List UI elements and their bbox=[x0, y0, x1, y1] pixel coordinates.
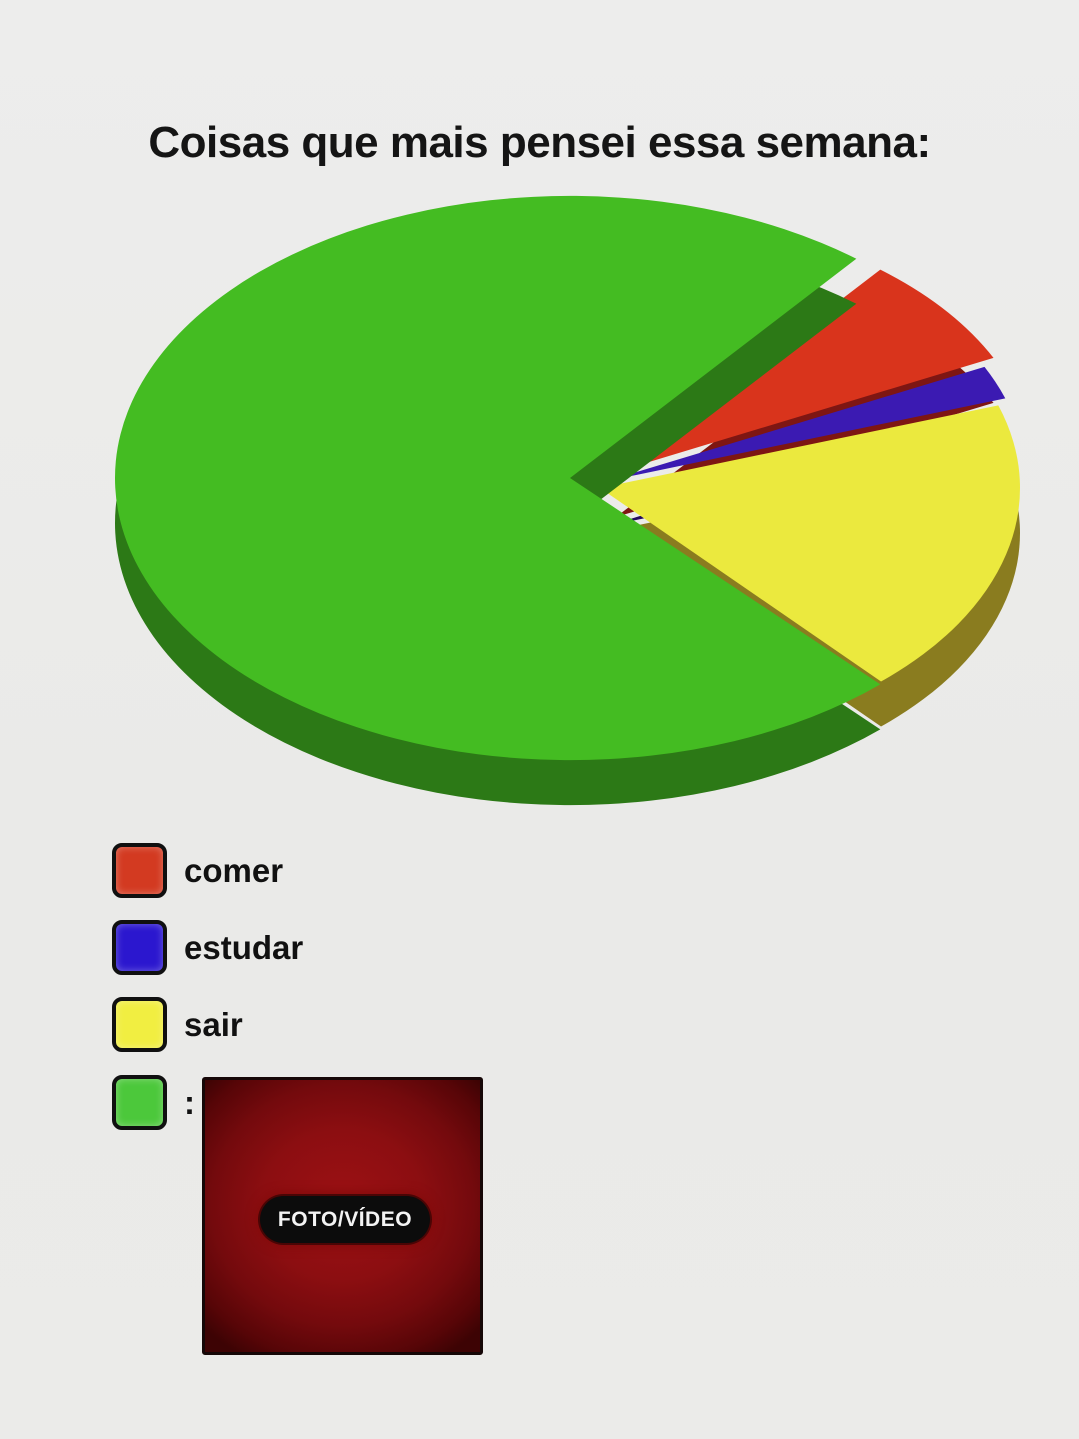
page-title: Coisas que mais pensei essa semana: bbox=[148, 118, 931, 167]
pie-slice-sair bbox=[600, 405, 1020, 682]
legend-label-estudar: estudar bbox=[184, 929, 304, 966]
legend-swatch-comer bbox=[112, 843, 167, 898]
legend-label-comer: comer bbox=[184, 852, 284, 889]
legend-label-sair: sair bbox=[184, 1006, 243, 1043]
pie-slice-estudar bbox=[607, 366, 1006, 481]
legend-item-censored: : bbox=[112, 1075, 195, 1130]
legend-item-comer: comer bbox=[112, 843, 283, 898]
legend-item-sair: sair bbox=[112, 997, 243, 1052]
legend-item-estudar: estudar bbox=[112, 920, 303, 975]
pie-slice-comer bbox=[616, 269, 994, 472]
pie-slice-censored bbox=[115, 195, 881, 761]
censored-image: FOTO/VÍDEO bbox=[202, 1077, 483, 1355]
legend-label-colon: : bbox=[184, 1084, 195, 1121]
legend-swatch-estudar bbox=[112, 920, 167, 975]
pie-chart bbox=[115, 195, 1020, 806]
legend-swatch-sair bbox=[112, 997, 167, 1052]
legend-swatch-censored bbox=[112, 1075, 167, 1130]
foto-video-button[interactable]: FOTO/VÍDEO bbox=[260, 1196, 430, 1243]
